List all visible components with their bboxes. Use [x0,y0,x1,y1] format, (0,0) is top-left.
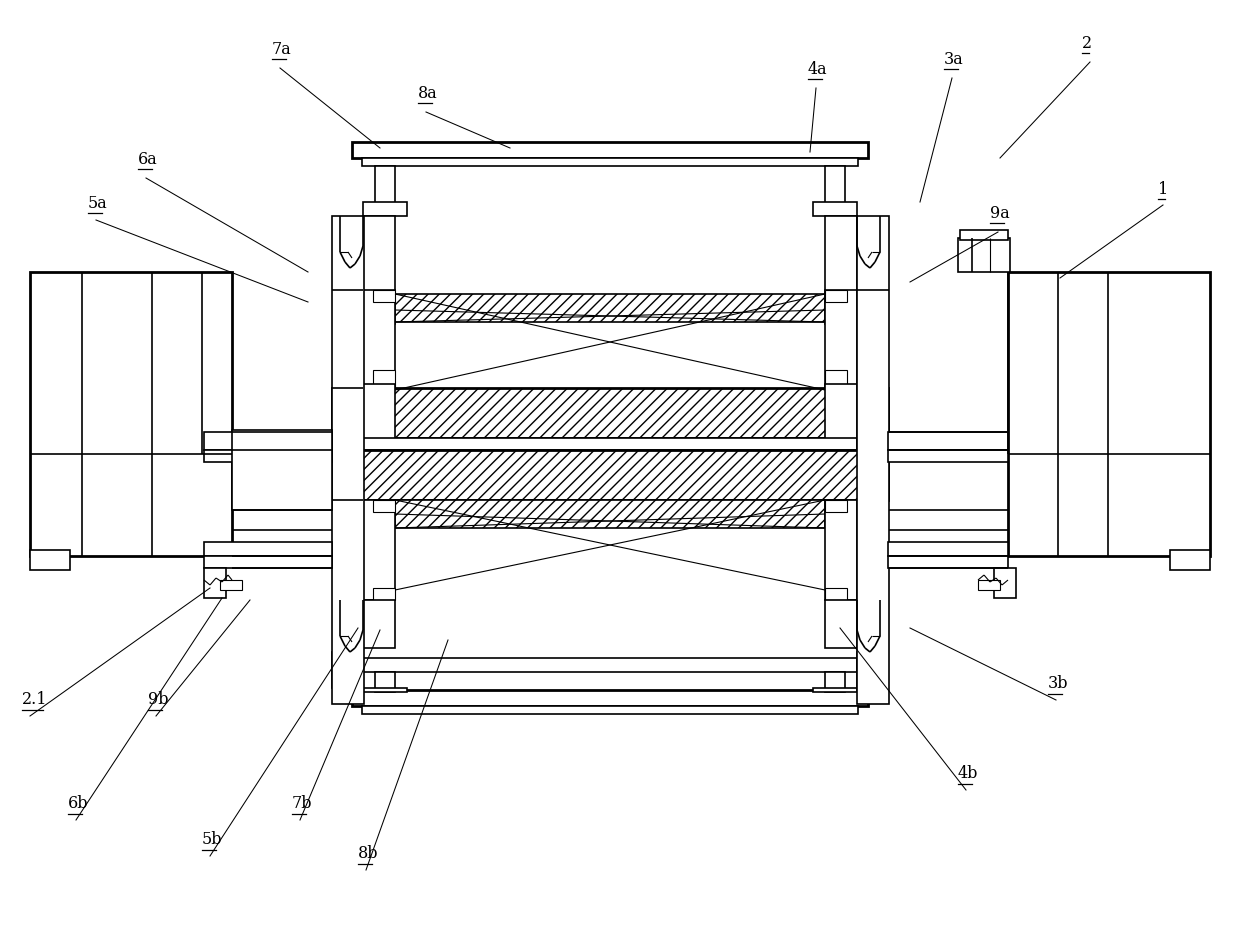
Bar [363,500,396,600]
Bar [219,580,242,590]
Text: 1: 1 [1158,181,1168,198]
Text: 8b: 8b [358,845,378,862]
Bar [396,500,825,528]
Bar [813,202,857,216]
Bar [332,216,365,704]
Bar [205,568,226,598]
Bar [363,658,857,672]
Text: 9b: 9b [148,691,169,708]
Bar [825,500,847,512]
Bar [825,384,857,442]
Bar [232,430,332,510]
Bar [396,294,825,322]
Bar [205,556,332,568]
Bar [959,238,1011,272]
Bar [205,450,332,462]
Bar [888,432,1008,450]
Bar [978,580,999,590]
Text: 5a: 5a [88,195,108,212]
Bar [363,216,396,324]
Bar [352,142,868,158]
Bar [825,600,857,648]
Bar [363,438,857,450]
Text: 9a: 9a [990,205,1009,222]
Text: 7a: 7a [272,41,291,58]
Bar [825,500,857,600]
Text: 8a: 8a [418,85,438,102]
Bar [352,690,868,706]
Bar [825,166,844,204]
Bar [888,556,1008,568]
Bar [363,290,396,390]
Bar [813,688,857,692]
Bar [205,432,332,450]
Bar [374,672,396,692]
Text: 7b: 7b [291,795,312,812]
Bar [825,588,847,600]
Bar [363,688,407,692]
Bar [373,290,396,302]
Bar [857,216,889,704]
Text: 3b: 3b [1048,675,1069,692]
Bar [888,542,1008,556]
Bar [332,388,888,438]
Bar [825,370,847,390]
Bar [363,384,396,442]
Bar [825,216,857,324]
Bar [994,568,1016,598]
Bar [373,588,396,600]
Bar [362,706,858,714]
Text: 2.1: 2.1 [22,691,47,708]
Bar [825,290,847,302]
Bar [332,438,363,500]
Bar [857,652,888,688]
Text: 4b: 4b [959,765,978,782]
Bar [1171,550,1210,570]
Bar [205,542,332,556]
Bar [374,166,396,204]
Bar [332,450,888,500]
Text: 5b: 5b [202,831,222,848]
Bar [373,500,396,512]
Text: 3a: 3a [944,51,963,68]
Bar [888,450,1008,462]
Bar [363,600,396,648]
Bar [373,370,396,390]
Text: 2: 2 [1083,35,1092,52]
Text: 4a: 4a [808,61,827,78]
Bar [30,272,232,556]
Bar [960,230,1008,240]
Text: 6a: 6a [138,151,157,168]
Bar [362,158,858,166]
Bar [1008,272,1210,556]
Bar [363,202,407,216]
Text: 6b: 6b [68,795,88,812]
Bar [857,438,888,500]
Bar [825,672,844,692]
Bar [30,550,69,570]
Bar [332,652,363,688]
Bar [825,290,857,390]
